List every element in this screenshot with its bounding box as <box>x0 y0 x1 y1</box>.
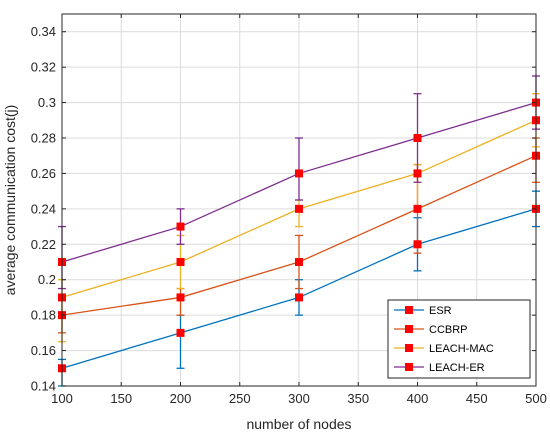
data-point-marker <box>295 169 303 178</box>
data-point-marker <box>413 240 422 249</box>
y-tick-label: 0.3 <box>38 95 56 110</box>
x-tick-label: 300 <box>288 391 310 406</box>
data-point-marker <box>176 222 185 231</box>
y-axis-title: average communication cost(j) <box>2 105 18 296</box>
legend-swatch-marker <box>405 306 413 314</box>
data-point-marker <box>176 258 185 266</box>
y-tick-label: 0.32 <box>31 60 56 75</box>
x-tick-label: 150 <box>110 391 132 406</box>
x-tick-label: 200 <box>170 391 192 406</box>
y-tick-label: 0.2 <box>38 272 56 287</box>
legend-swatch-marker <box>405 344 413 352</box>
y-tick-label: 0.24 <box>31 201 56 216</box>
legend-swatch-marker <box>405 363 413 371</box>
data-point-marker <box>176 328 185 337</box>
x-tick-label: 400 <box>407 391 429 406</box>
x-tick-label: 350 <box>347 391 369 406</box>
y-tick-label: 0.18 <box>31 308 56 323</box>
legend-label: CCBRP <box>429 324 468 336</box>
legend: ESR CCBRP LEACH-MAC LEACH-ER <box>387 299 531 379</box>
x-tick-label: 500 <box>525 391 547 406</box>
y-tick-label: 0.26 <box>31 166 56 181</box>
data-point-marker <box>413 134 422 142</box>
data-point-marker <box>295 204 303 213</box>
y-tick-label: 0.28 <box>31 131 56 146</box>
legend-label: LEACH-MAC <box>429 343 494 355</box>
data-point-marker <box>295 293 303 302</box>
legend-swatch-marker <box>405 325 413 333</box>
y-tick-label: 0.16 <box>31 343 56 358</box>
x-tick-label: 450 <box>466 391 488 406</box>
data-point-marker <box>295 258 303 266</box>
tick-group: 100 150 200 250 300 350 400 450 500 0.14 0.16 0.18 0… <box>31 14 547 406</box>
x-axis-title: number of nodes <box>246 416 351 432</box>
data-point-marker <box>413 204 422 213</box>
data-point-marker <box>176 293 185 302</box>
y-tick-label: 0.22 <box>31 237 56 252</box>
legend-label: ESR <box>429 305 452 317</box>
data-point-marker <box>413 169 422 178</box>
legend-label: LEACH-ER <box>429 362 485 374</box>
y-tick-label: 0.34 <box>31 24 56 39</box>
y-tick-label: 0.14 <box>31 379 56 394</box>
x-tick-label: 250 <box>229 391 251 406</box>
x-tick-label: 100 <box>51 391 73 406</box>
